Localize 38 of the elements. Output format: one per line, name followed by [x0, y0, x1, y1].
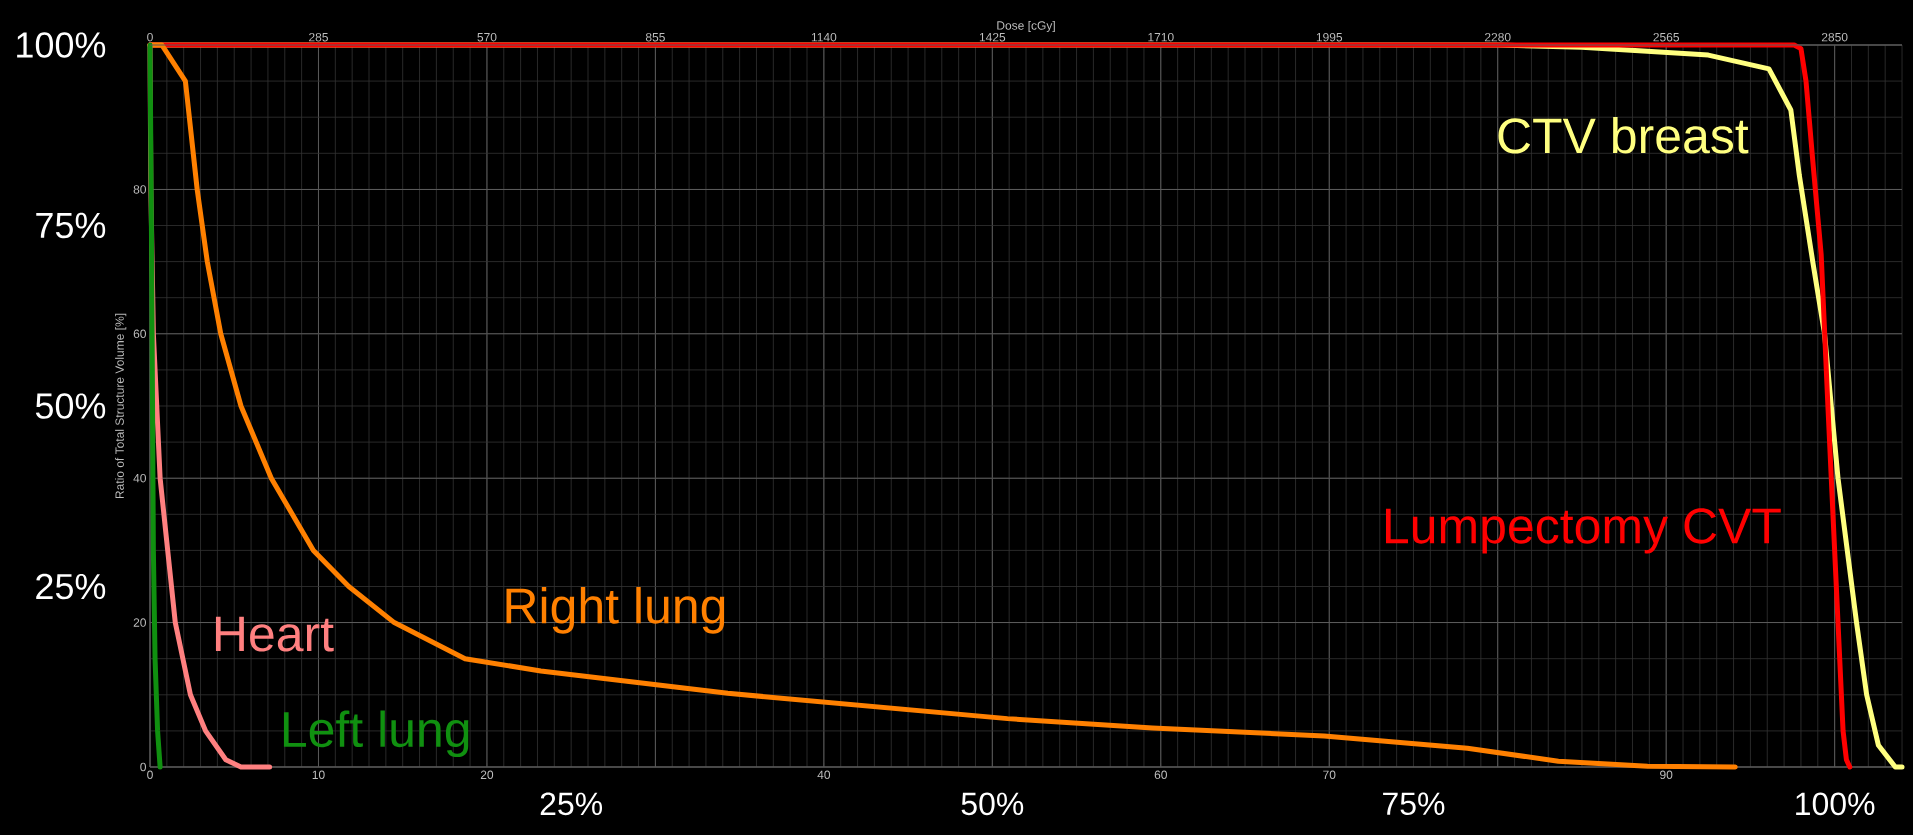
- text: 75%: [36, 212, 106, 239]
- x2-tick-label: 2280: [1484, 32, 1511, 42]
- series-label: Heart: [215, 616, 334, 652]
- x-tick-label: 70: [1323, 770, 1336, 780]
- y-tick-label: 80: [133, 185, 146, 194]
- x2-tick-label: 1425: [979, 32, 1006, 42]
- x2-tick-label: 2565: [1653, 32, 1680, 42]
- series-label: Lumpectomy CVT: [1385, 508, 1781, 554]
- text: 75%: [1383, 792, 1445, 816]
- y-axis-title: Ratio of Total Structure Volume [%]: [115, 313, 127, 499]
- series-label: CTV breast: [1498, 116, 1749, 154]
- x-tick-label: 90: [1660, 770, 1673, 780]
- x2-tick-label: 855: [645, 32, 665, 42]
- text: 25%: [36, 573, 106, 600]
- x2-tick-label: 0: [147, 32, 153, 42]
- text: 50%: [961, 792, 1024, 816]
- x-tick-label: 20: [480, 770, 494, 780]
- text: 50%: [35, 393, 106, 419]
- y-tick-label: 20: [133, 618, 146, 627]
- x2-tick-label: 1995: [1316, 32, 1343, 42]
- x-tick-label: 0: [147, 770, 153, 780]
- x-tick-label: 60: [1154, 770, 1167, 780]
- x2-tick-label: 285: [309, 32, 328, 42]
- x-tick-label: 40: [817, 770, 831, 780]
- y-tick-label: 40: [133, 473, 146, 483]
- x2-tick-label: 1140: [811, 32, 837, 42]
- text: 25%: [540, 792, 603, 816]
- text: 100%: [17, 32, 106, 58]
- x2-tick-label: 570: [477, 32, 497, 42]
- x2-tick-label: 2850: [1821, 32, 1848, 42]
- series-label: Right lung: [506, 587, 725, 634]
- text: 100%: [1796, 792, 1875, 816]
- x2-tick-label: 1710: [1148, 32, 1174, 42]
- y-tick-label: 60: [133, 329, 146, 339]
- text: Left lung: [283, 710, 469, 758]
- x-tick-label: 10: [312, 770, 325, 780]
- y-tick-label: 0: [140, 762, 147, 772]
- x2-axis-title: Dose [cGy]: [997, 20, 1055, 33]
